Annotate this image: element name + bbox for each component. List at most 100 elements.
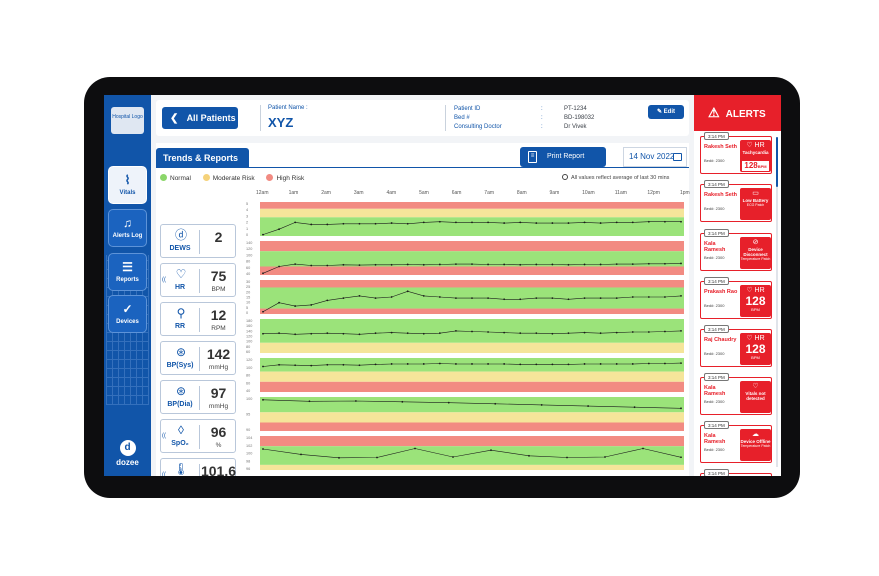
document-icon: ☰ xyxy=(122,260,133,274)
vital-card-4[interactable]: ⊛ BP(Dia) 97 mmHg xyxy=(160,380,236,414)
trend-charts: 12am 1am 2am 3am 4am 5am 6am 7am 8am 9am 10am 11am 1… xyxy=(246,190,690,476)
all-patients-button[interactable]: ❮ All Patients xyxy=(162,107,238,129)
alert-bed: Bed#: 2300 xyxy=(704,399,725,404)
alert-card[interactable]: 3:14 PM Kala Ramesh Bed#: 2300 ⊘ Device Disc… xyxy=(700,229,772,271)
document-icon: ≡ xyxy=(528,151,537,163)
nav-vitals[interactable]: ⌇ Vitals xyxy=(108,166,147,204)
data-point xyxy=(354,400,357,402)
alert-unit: BPM xyxy=(757,164,767,169)
alert-bed: Bed#: 2300 xyxy=(704,303,725,308)
alert-card[interactable]: 3:14 PM Kala Ramesh Bed#: 2300 ☁ Device Offl… xyxy=(700,421,772,463)
vital-card-0[interactable]: ⓓ DEWS 2 xyxy=(160,224,236,258)
data-point xyxy=(278,332,280,335)
vital-card-6[interactable]: ((🌡Temp101.6°F xyxy=(160,458,236,476)
alert-value-box: 128BPM xyxy=(742,161,769,171)
data-point xyxy=(615,297,618,300)
alert-card[interactable]: 3:14 PM Rakesh Seth Bed#: 2300 ♡ HR Tachycar… xyxy=(700,132,772,174)
alerts-scroll-track[interactable] xyxy=(776,137,778,467)
vital-card-1[interactable]: ((♡ HR 75 BPM xyxy=(160,263,236,297)
print-report-button[interactable]: ≡ Print Report xyxy=(520,147,606,167)
alert-patient-name: Prakash Rao xyxy=(704,289,738,295)
trends-panel: Trends & Reports ≡ Print Report 14 Nov 2… xyxy=(156,143,690,476)
data-point xyxy=(680,294,682,297)
alert-time: 3:14 PM xyxy=(704,229,729,237)
colon: : xyxy=(541,115,543,121)
alert-card[interactable]: 3:14 PM Kala Ramesh Bed#: 2300 ♡ Vitals not … xyxy=(700,373,772,415)
vital-card-3[interactable]: ⊛ BP(Sys) 142 mmHg xyxy=(160,341,236,375)
data-point xyxy=(390,296,393,298)
alerts-scrollbar[interactable] xyxy=(776,137,778,187)
y-tick-label: 90 xyxy=(246,428,250,432)
time-tick-label: 4am xyxy=(386,190,397,196)
nav-alerts-log[interactable]: ♫ Alerts Log xyxy=(108,209,147,247)
data-point xyxy=(342,222,345,225)
y-tick-label: 15 xyxy=(246,296,250,300)
average-note-text: All values reflect average of last 30 mi… xyxy=(571,175,670,181)
divider xyxy=(199,269,200,293)
data-point xyxy=(438,362,441,365)
y-tick-label: 60 xyxy=(246,266,250,270)
sidebar: Hospital Logo ⌇ Vitals ♫ Alerts Log ☰ Re… xyxy=(104,95,151,476)
y-tick-label: 0 xyxy=(246,233,248,237)
vital-card-5[interactable]: ((◊ SpO₂ 96% xyxy=(160,419,236,453)
alert-card[interactable]: 3:14 PM♡ HR xyxy=(700,469,772,476)
data-point xyxy=(551,332,554,335)
y-tick-label: 160 xyxy=(246,324,252,328)
alert-subtitle: Temperature Patch xyxy=(740,257,771,261)
risk-band xyxy=(260,280,684,288)
battery-icon: ▭ xyxy=(752,190,759,197)
data-point xyxy=(338,456,340,459)
data-point xyxy=(278,265,280,268)
time-tick-label: 12am xyxy=(256,190,269,196)
y-tick-label: 100 xyxy=(246,253,252,257)
y-tick-label: 60 xyxy=(246,350,250,354)
time-tick-label: 3am xyxy=(353,190,364,196)
patient-info-labels: Patient ID Bed # Consulting Doctor xyxy=(454,105,502,132)
tab-trends-reports[interactable]: Trends & Reports xyxy=(156,148,249,168)
data-point xyxy=(342,297,345,300)
vital-unit: mmHg xyxy=(208,364,229,371)
data-point xyxy=(567,263,570,266)
data-point xyxy=(615,331,618,334)
data-point xyxy=(599,332,602,335)
vital-card-2[interactable]: ⚲ RR 12 RPM xyxy=(160,302,236,336)
alert-card[interactable]: 3:14 PM Prakash Rao Bed#: 2300 ♡ HR 128 BPM xyxy=(700,277,772,319)
data-point xyxy=(455,263,457,266)
data-point xyxy=(664,362,666,365)
risk-band xyxy=(260,371,684,382)
vital-name: RR xyxy=(174,323,186,330)
y-tick-label: 10 xyxy=(246,301,250,305)
vital-value: 96 xyxy=(210,424,227,440)
alert-card[interactable]: 3:14 PM Raj Chaudry Bed#: 2300 ♡ HR 128 BPM xyxy=(700,325,772,367)
data-point xyxy=(503,331,506,334)
alert-patient-name: Kala Ramesh xyxy=(704,433,726,445)
risk-band xyxy=(260,202,684,209)
data-point xyxy=(455,330,457,332)
data-point xyxy=(519,363,522,366)
nav-reports[interactable]: ☰ Reports xyxy=(108,253,147,291)
data-point xyxy=(519,332,522,335)
risk-band xyxy=(260,422,684,431)
date-picker[interactable]: 14 Nov 2022 xyxy=(623,147,687,167)
alert-card[interactable]: 3:14 PM Rakesh Seth Bed#: 2300 ▭ Low Battery… xyxy=(700,180,772,222)
edit-button[interactable]: ✎ Edit xyxy=(648,105,684,119)
y-tick-label: 0 xyxy=(246,311,248,315)
data-point xyxy=(358,333,361,336)
data-point xyxy=(455,363,457,365)
data-point xyxy=(647,220,650,223)
tab-underline xyxy=(156,167,689,168)
time-tick-label: 1pm xyxy=(680,190,690,196)
data-point xyxy=(503,222,506,224)
y-tick-label: 30 xyxy=(246,280,250,284)
data-point xyxy=(455,221,457,224)
risk-legend: Normal Moderate Risk High Risk xyxy=(160,174,314,182)
data-point xyxy=(503,263,506,266)
y-tick-label: 102 xyxy=(246,444,252,448)
risk-band xyxy=(260,397,684,413)
alert-time: 3:14 PM xyxy=(704,373,729,381)
data-point xyxy=(342,363,345,366)
time-tick-label: 10am xyxy=(582,190,595,196)
series-line xyxy=(262,399,682,409)
alert-title: Device Offline xyxy=(740,439,771,444)
nav-devices[interactable]: ✓ Devices xyxy=(108,295,147,333)
